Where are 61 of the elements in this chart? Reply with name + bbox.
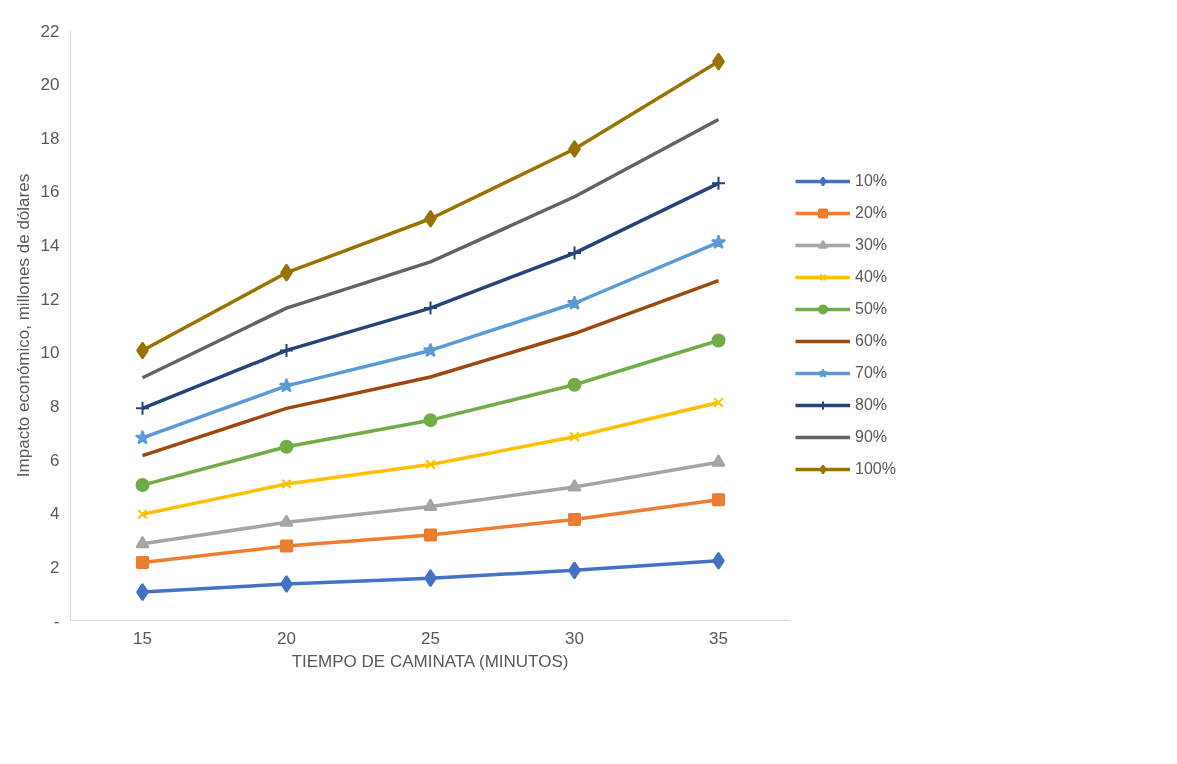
legend-label: 80% <box>855 396 888 414</box>
point <box>279 439 294 454</box>
line-series <box>140 278 721 458</box>
x-tick-label: 30 <box>565 628 584 648</box>
y-tick-label: 18 <box>40 128 60 148</box>
point <box>279 514 294 527</box>
y-tick-label: 16 <box>40 182 60 202</box>
point <box>281 478 292 490</box>
point <box>567 479 582 492</box>
y-tick-label: 8 <box>50 396 60 416</box>
point <box>422 342 439 358</box>
point <box>135 400 150 416</box>
point <box>711 454 726 467</box>
point <box>711 333 726 348</box>
y-tick-label: 14 <box>40 236 60 256</box>
x-tick-label: 25 <box>421 628 440 648</box>
x-tick-label: 15 <box>133 628 152 648</box>
point <box>280 539 293 553</box>
point <box>135 535 150 549</box>
legend-label: 10% <box>855 172 888 190</box>
line-series <box>140 117 721 380</box>
point <box>569 431 580 443</box>
point <box>567 245 582 261</box>
point <box>136 556 149 570</box>
y-tick-label: - <box>53 611 60 631</box>
y-tick-label: 2 <box>50 557 60 577</box>
point <box>423 498 438 511</box>
point <box>713 397 724 408</box>
point <box>134 429 151 445</box>
legend-label: 60% <box>855 332 888 350</box>
point <box>279 342 294 358</box>
point <box>423 300 438 316</box>
point <box>425 459 436 470</box>
point <box>423 413 438 428</box>
x-axis-title: TIEMPO DE CAMINATA (MINUTOS) <box>291 651 569 671</box>
point <box>424 528 437 542</box>
y-tick-label: 4 <box>50 504 60 524</box>
point <box>710 234 727 250</box>
y-tick-label: 6 <box>50 450 60 470</box>
legend-label: 70% <box>855 364 888 382</box>
x-tick-label: 35 <box>709 628 728 648</box>
point <box>567 377 582 392</box>
x-tick-label: 20 <box>277 628 296 648</box>
legend-label: 30% <box>855 236 888 254</box>
point <box>566 295 583 310</box>
point <box>137 509 148 520</box>
y-axis-title: Impacto económico, millones de dólares <box>13 173 33 478</box>
legend-label: 100% <box>855 460 896 478</box>
point <box>568 512 581 526</box>
point <box>278 377 295 393</box>
legend-label: 20% <box>855 204 888 222</box>
y-tick-label: 10 <box>40 343 60 363</box>
y-tick-label: 22 <box>40 21 60 41</box>
legend-label: 40% <box>855 268 888 286</box>
point <box>712 493 725 507</box>
legend-label: 50% <box>855 300 888 318</box>
y-tick-label: 12 <box>40 289 60 309</box>
point <box>711 175 726 191</box>
legend-label: 90% <box>855 428 888 446</box>
point <box>135 478 150 493</box>
y-tick-label: 20 <box>40 75 60 95</box>
